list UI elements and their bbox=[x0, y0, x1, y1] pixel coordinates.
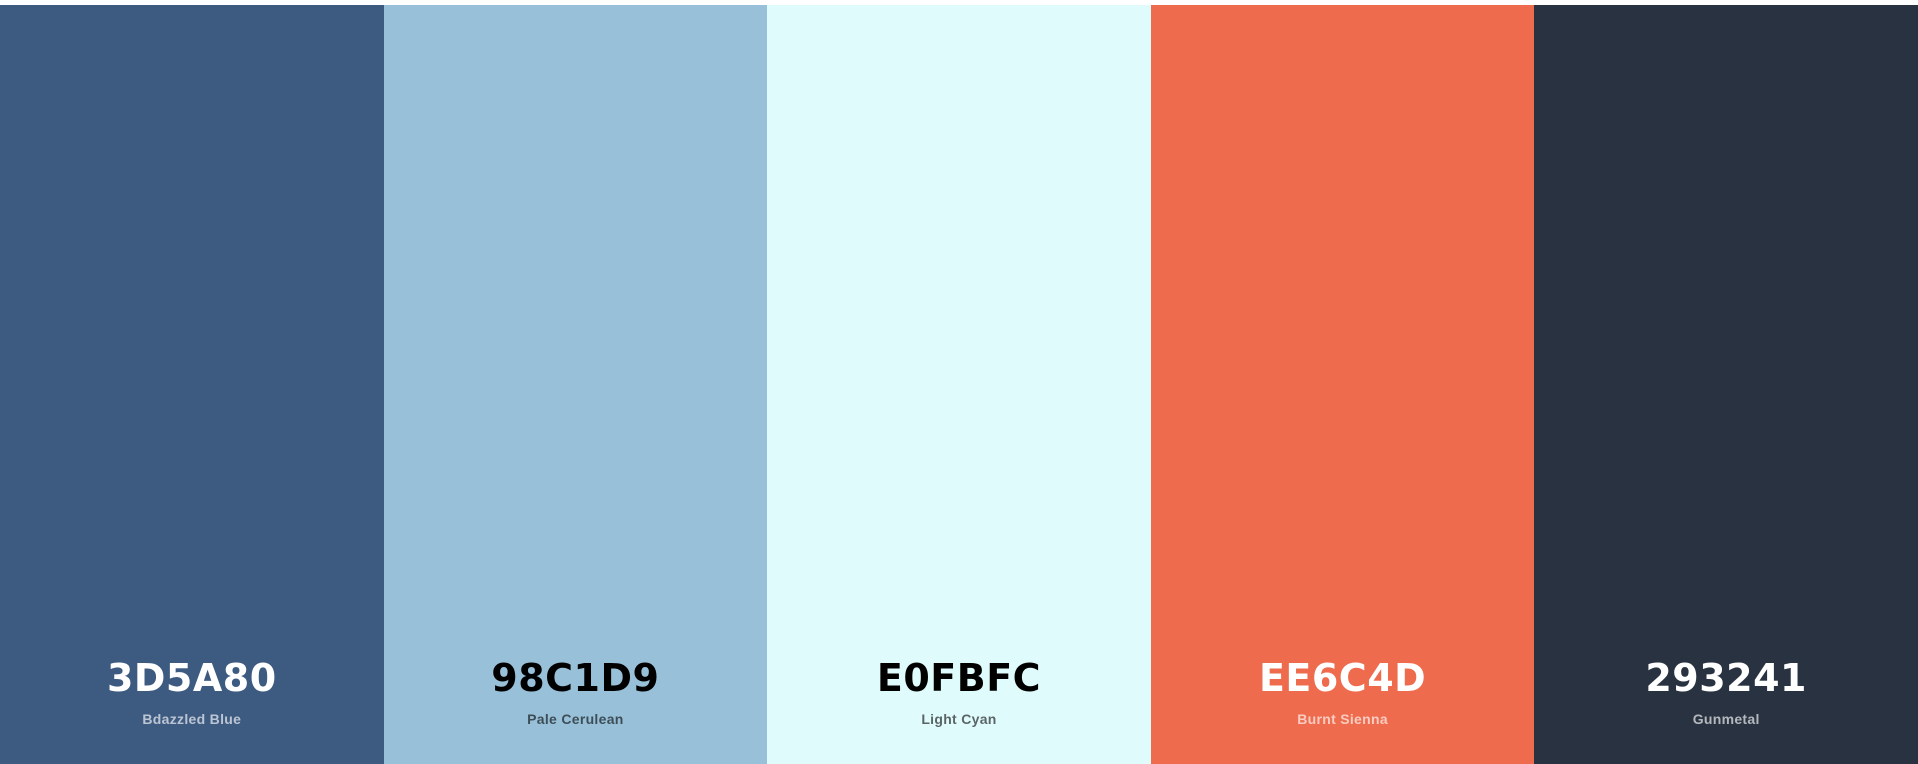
swatch-hex-code[interactable]: 293241 bbox=[1645, 656, 1807, 700]
color-palette: 3D5A80 Bdazzled Blue 98C1D9 Pale Cerulea… bbox=[0, 5, 1918, 764]
swatch-color-name[interactable]: Burnt Sienna bbox=[1297, 711, 1388, 727]
swatch-hex-code[interactable]: E0FBFC bbox=[876, 656, 1042, 700]
swatch-info: 98C1D9 Pale Cerulean bbox=[384, 656, 768, 728]
swatch-color-name[interactable]: Pale Cerulean bbox=[527, 711, 624, 727]
color-swatch-gunmetal[interactable]: 293241 Gunmetal bbox=[1534, 5, 1918, 764]
swatch-hex-code[interactable]: 98C1D9 bbox=[491, 656, 660, 700]
swatch-hex-code[interactable]: 3D5A80 bbox=[106, 656, 277, 700]
swatch-info: 293241 Gunmetal bbox=[1534, 656, 1918, 728]
swatch-info: 3D5A80 Bdazzled Blue bbox=[0, 656, 384, 728]
color-swatch-light-cyan[interactable]: E0FBFC Light Cyan bbox=[767, 5, 1151, 764]
color-swatch-pale-cerulean[interactable]: 98C1D9 Pale Cerulean bbox=[383, 5, 768, 764]
swatch-info: EE6C4D Burnt Sienna bbox=[1151, 656, 1535, 728]
swatch-color-name[interactable]: Gunmetal bbox=[1692, 711, 1760, 727]
color-swatch-bdazzled-blue[interactable]: 3D5A80 Bdazzled Blue bbox=[0, 5, 384, 764]
swatch-hex-code[interactable]: EE6C4D bbox=[1258, 656, 1427, 700]
swatch-color-name[interactable]: Bdazzled Blue bbox=[142, 711, 242, 727]
swatch-color-name[interactable]: Light Cyan bbox=[921, 711, 997, 727]
color-swatch-burnt-sienna[interactable]: EE6C4D Burnt Sienna bbox=[1150, 5, 1535, 764]
swatch-info: E0FBFC Light Cyan bbox=[767, 656, 1151, 728]
